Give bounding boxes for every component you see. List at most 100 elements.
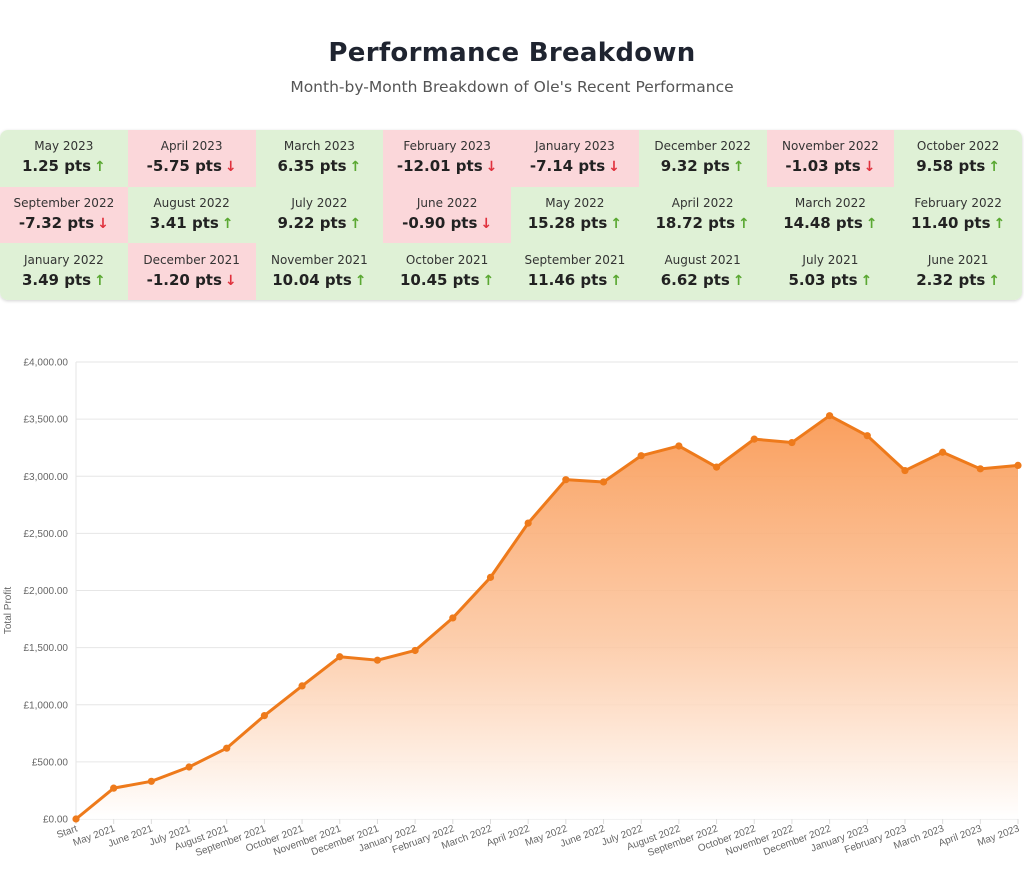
points-value: 11.40 pts ↑ (911, 212, 1005, 235)
y-axis-label: Total Profit (3, 587, 14, 634)
points-value: -7.32 pts ↓ (19, 212, 109, 235)
month-cell: April 2022 18.72 pts ↑ (638, 186, 767, 244)
month-cell: November 2022 -1.03 pts ↓ (766, 130, 895, 187)
points-text: 14.48 pts (783, 213, 863, 232)
arrow-up-icon: ↑ (860, 272, 873, 289)
points-value: 9.22 pts ↑ (277, 212, 361, 235)
points-text: 9.22 pts (277, 213, 347, 232)
points-text: -0.90 pts (402, 213, 478, 232)
month-label: June 2022 (416, 195, 478, 210)
arrow-up-icon: ↑ (349, 159, 362, 176)
month-cell: October 2022 9.58 pts ↑ (894, 130, 1022, 187)
month-cell: April 2023 -5.75 pts ↓ (127, 130, 256, 187)
points-value: -12.01 pts ↓ (397, 155, 497, 178)
arrow-down-icon: ↓ (485, 159, 498, 176)
month-cell: March 2022 14.48 pts ↑ (766, 186, 895, 244)
month-label: January 2023 (534, 139, 615, 154)
y-tick-label: £3,000.00 (24, 472, 69, 483)
month-cell: May 2023 1.25 pts ↑ (0, 130, 128, 187)
y-tick-label: £4,000.00 (24, 358, 69, 369)
points-value: 3.41 pts ↑ (150, 212, 234, 235)
points-text: -7.32 pts (18, 213, 95, 232)
month-label: April 2023 (160, 139, 223, 154)
series-line (74, 414, 1020, 821)
points-text: -1.20 pts (146, 270, 222, 289)
points-value: 3.49 pts ↑ (22, 269, 106, 292)
arrow-up-icon: ↑ (94, 272, 106, 289)
arrow-up-icon: ↑ (993, 215, 1006, 232)
points-text: 10.45 pts (400, 270, 480, 289)
month-cell: February 2023 -12.01 pts ↓ (383, 130, 511, 187)
arrow-down-icon: ↓ (608, 159, 620, 176)
arrow-down-icon: ↓ (224, 159, 237, 176)
arrow-up-icon: ↑ (610, 272, 622, 289)
x-tick-label: April 2022 (485, 823, 531, 849)
data-point (901, 466, 909, 475)
points-text: 2.32 pts (916, 270, 986, 289)
points-value: 2.32 pts ↑ (916, 269, 1000, 292)
points-text: 18.72 pts (655, 213, 736, 232)
points-text: 3.41 pts (149, 213, 219, 232)
points-value: 10.45 pts ↑ (400, 269, 494, 292)
month-label: July 2022 (291, 195, 348, 210)
month-cell: February 2022 11.40 pts ↑ (894, 186, 1022, 244)
points-value: 14.48 pts ↑ (783, 212, 877, 235)
arrow-up-icon: ↑ (732, 272, 745, 289)
x-tick-label: April 2023 (937, 823, 983, 849)
month-cell: November 2021 10.04 pts ↑ (255, 243, 384, 300)
points-value: -5.75 pts ↓ (147, 155, 237, 178)
data-point (976, 465, 984, 473)
month-cell: July 2022 9.22 pts ↑ (255, 186, 384, 244)
points-value: -1.03 pts ↓ (785, 155, 875, 178)
page-title: Performance Breakdown (328, 38, 696, 68)
y-tick-label: £500.00 (32, 757, 69, 768)
month-label: December 2021 (143, 252, 240, 267)
month-label: November 2021 (270, 252, 368, 267)
data-point (562, 476, 570, 484)
performance-grid: May 2023 1.25 pts ↑ April 2023 -5.75 pts ↓ Mar… (0, 130, 1022, 300)
data-point (524, 519, 532, 527)
points-value: 11.46 pts ↑ (528, 269, 622, 292)
month-cell: December 2022 9.32 pts ↑ (638, 130, 767, 187)
y-tick-label: £3,500.00 (24, 415, 69, 426)
month-label: September 2021 (524, 252, 626, 267)
data-point (185, 763, 193, 771)
points-text: 10.04 pts (272, 270, 352, 289)
y-tick-label: £2,000.00 (24, 586, 69, 597)
arrow-up-icon: ↑ (738, 215, 750, 232)
month-label: November 2022 (781, 139, 879, 154)
month-label: December 2022 (654, 139, 751, 154)
data-point (599, 478, 608, 486)
data-point (411, 646, 419, 655)
data-point (336, 653, 344, 661)
points-value: 1.25 pts ↑ (22, 155, 106, 178)
month-cell: May 2022 15.28 pts ↑ (511, 186, 639, 244)
x-tick-label: May 2023 (976, 823, 1021, 849)
points-text: 6.62 pts (660, 270, 730, 289)
month-cell: March 2023 6.35 pts ↑ (255, 130, 384, 187)
month-label: February 2022 (914, 195, 1002, 210)
data-point (223, 744, 231, 752)
points-text: 6.35 pts (277, 157, 347, 176)
month-cell: September 2021 11.46 pts ↑ (511, 243, 639, 300)
points-text: 5.03 pts (788, 270, 858, 289)
points-value: 9.32 pts ↑ (661, 155, 745, 178)
month-cell: June 2022 -0.90 pts ↓ (383, 186, 511, 244)
month-cell: August 2022 3.41 pts ↑ (127, 186, 256, 244)
arrow-up-icon: ↑ (482, 272, 495, 289)
month-cell: June 2021 2.32 pts ↑ (894, 243, 1022, 300)
month-label: August 2021 (664, 252, 741, 267)
month-label: June 2021 (927, 252, 989, 267)
arrow-up-icon: ↑ (988, 159, 1001, 176)
month-label: May 2023 (34, 139, 94, 154)
y-tick-label: £0.00 (43, 815, 68, 826)
month-label: September 2022 (13, 195, 115, 210)
arrow-down-icon: ↓ (97, 215, 109, 232)
points-value: 5.03 pts ↑ (788, 269, 872, 292)
arrow-down-icon: ↓ (863, 159, 876, 176)
data-point (637, 452, 645, 460)
series-area (76, 415, 1018, 819)
month-cell: September 2022 -7.32 pts ↓ (0, 186, 128, 244)
month-cell: October 2021 10.45 pts ↑ (383, 243, 511, 300)
data-point (712, 463, 721, 471)
